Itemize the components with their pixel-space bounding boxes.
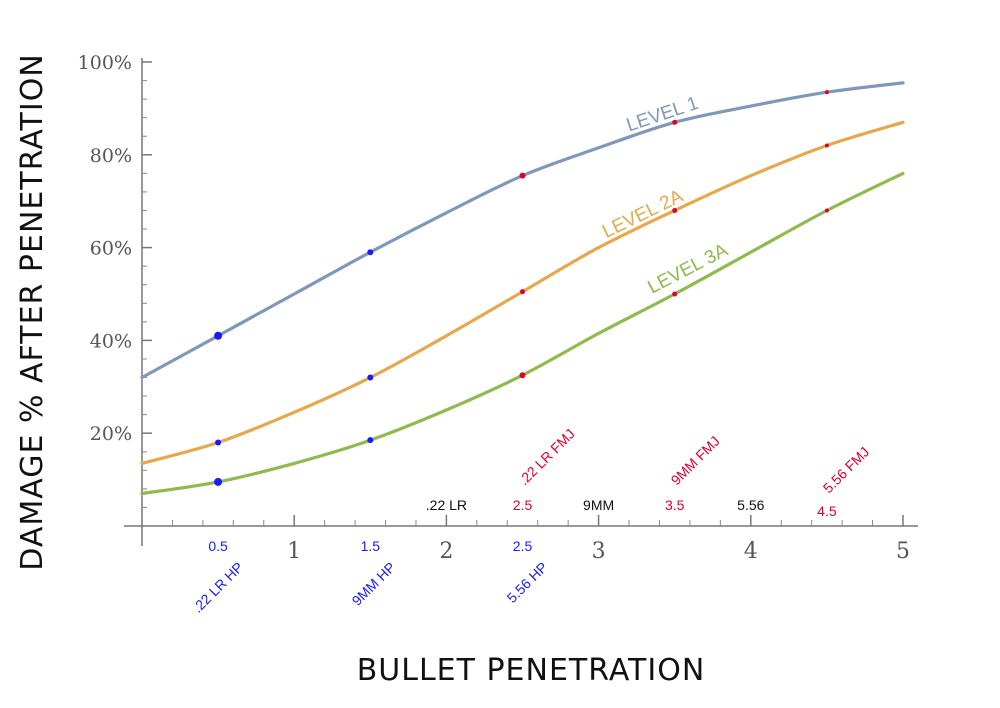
data-point [672, 119, 678, 125]
annotation-label: 9MM [583, 497, 614, 513]
annotation-label: 4.5 [817, 503, 837, 519]
y-tick-label: 20% [90, 423, 132, 445]
x-tick-label: 4 [744, 539, 758, 564]
y-ticks: 20% 40% 60% 80% 100% [78, 52, 152, 445]
y-tick-label: 100% [78, 52, 132, 74]
x-tick-label: 1 [287, 539, 301, 564]
y-minor-ticks [142, 80, 147, 508]
annotation-label: 3.5 [665, 497, 685, 513]
series-lines [140, 81, 905, 496]
x-tick-label: 5 [896, 539, 910, 564]
annotation-label: 1.5 [361, 538, 381, 554]
data-point [824, 208, 829, 213]
y-axis-title: DAMAGE % AFTER PENETRATION [15, 53, 50, 570]
series-label-1: LEVEL 1 [624, 93, 701, 136]
annotation-label: 9MM FMJ [668, 433, 723, 488]
y-tick-label: 40% [90, 330, 132, 352]
series-line-3 [140, 171, 905, 496]
annotation-label: 2.5 [513, 538, 533, 554]
data-point [824, 143, 829, 148]
data-point [520, 289, 525, 295]
data-point [519, 172, 526, 179]
y-tick-label: 60% [90, 238, 132, 260]
data-point [519, 372, 526, 379]
data-point [214, 477, 223, 486]
annotation-label: 5.56 HP [504, 559, 551, 606]
annotation-label: 5.56 [737, 497, 764, 513]
data-point [214, 331, 223, 340]
data-point [672, 207, 678, 213]
annotation-label: 9MM HP [349, 559, 399, 609]
annotation-label: 2.5 [513, 497, 533, 513]
point-markers [214, 90, 829, 486]
y-tick-label: 80% [90, 145, 132, 167]
annotation-label: .22 LR [426, 497, 467, 513]
data-point [367, 374, 374, 381]
data-point [672, 291, 678, 297]
x-tick-label: 3 [592, 539, 606, 564]
series-line-1 [140, 81, 905, 380]
data-point [215, 439, 222, 446]
x-ticks: 1 2 3 4 5 [287, 515, 910, 564]
bullet-annotations: 0.5 1.5 2.5 .22 LR HP 9MM HP 5.56 HP .22 LR 2.5… [189, 426, 872, 616]
annotation-label: .22 LR HP [189, 559, 246, 616]
annotation-label: 5.56 FMJ [820, 444, 873, 497]
series-label-2: LEVEL 2A [599, 186, 687, 243]
x-axis-title: BULLET PENETRATION [357, 653, 706, 688]
x-minor-ticks [171, 520, 874, 526]
data-point [824, 90, 829, 95]
annotation-label: .22 LR FMJ [515, 426, 577, 488]
x-tick-label: 2 [439, 539, 453, 564]
annotation-label: 0.5 [208, 538, 228, 554]
data-point [367, 437, 374, 444]
data-point [367, 249, 374, 256]
